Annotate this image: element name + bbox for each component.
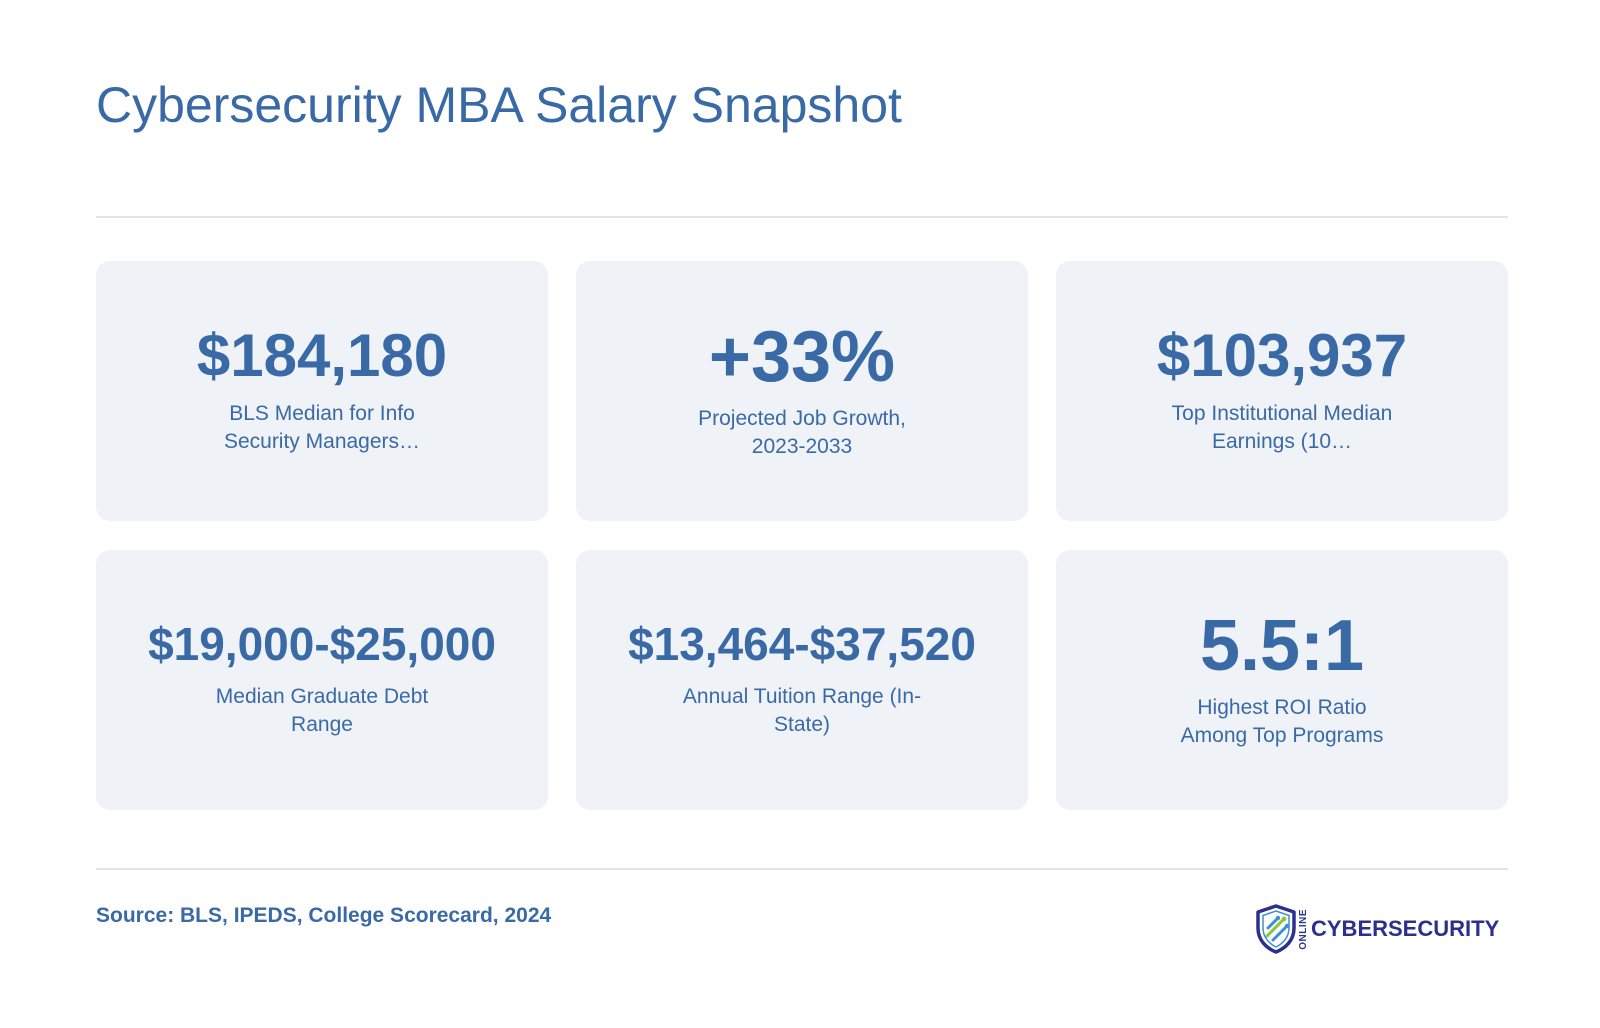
stat-value: +33% xyxy=(708,317,896,397)
stat-card-institutional-earnings: $103,937 Top Institutional Median Earnin… xyxy=(1056,261,1508,521)
top-divider xyxy=(96,216,1508,218)
stat-value: $184,180 xyxy=(196,322,448,389)
stat-label: Top Institutional Median Earnings (10… xyxy=(1171,402,1393,453)
stat-card-bls-median: $184,180 BLS Median for Info Security Ma… xyxy=(96,261,548,521)
stat-label: Highest ROI Ratio Among Top Programs xyxy=(1180,696,1384,747)
shield-icon xyxy=(1256,904,1296,954)
stat-label: Annual Tuition Range (In-State) xyxy=(682,685,922,736)
stat-value: $103,937 xyxy=(1156,322,1408,389)
stat-card-tuition-range: $13,464-$37,520 Annual Tuition Range (In… xyxy=(576,550,1028,810)
logo-wordmark: CYBERSECURITY xyxy=(1311,916,1500,941)
stat-card-roi-ratio: 5.5:1 Highest ROI Ratio Among Top Progra… xyxy=(1056,550,1508,810)
brand-logo[interactable]: ONLINE CYBERSECURITY xyxy=(1254,904,1499,954)
stat-card-graduate-debt: $19,000-$25,000 Median Graduate Debt Ran… xyxy=(96,550,548,810)
stat-label: Projected Job Growth, 2023-2033 xyxy=(698,407,906,458)
page-title: Cybersecurity MBA Salary Snapshot xyxy=(96,77,902,133)
bottom-divider xyxy=(96,868,1508,870)
stat-value: 5.5:1 xyxy=(1199,606,1365,686)
stats-grid: $184,180 BLS Median for Info Security Ma… xyxy=(96,261,1508,810)
stat-label: BLS Median for Info Security Managers… xyxy=(223,402,421,453)
stat-label: Median Graduate Debt Range xyxy=(215,685,429,736)
stat-value: $19,000-$25,000 xyxy=(148,618,496,670)
logo-online-text: ONLINE xyxy=(1298,908,1309,950)
source-note: Source: BLS, IPEDS, College Scorecard, 2… xyxy=(96,904,552,927)
stat-value: $13,464-$37,520 xyxy=(628,618,976,670)
stat-card-job-growth: +33% Projected Job Growth, 2023-2033 xyxy=(576,261,1028,521)
